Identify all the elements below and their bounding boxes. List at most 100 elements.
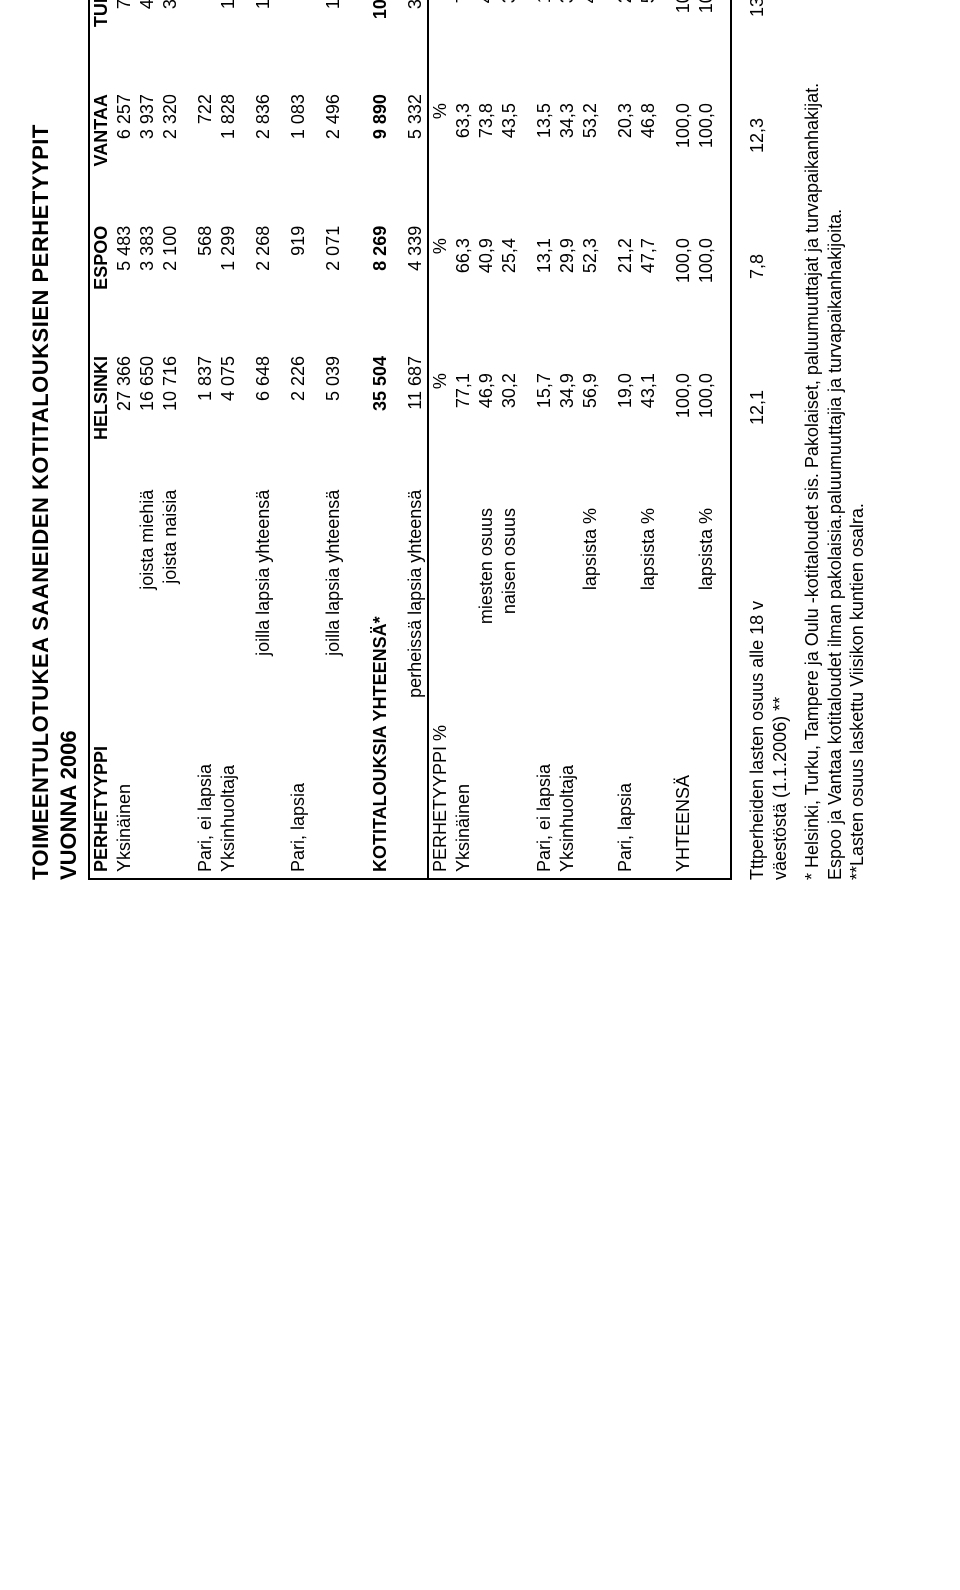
cell-value: 21,2 (614, 232, 637, 367)
city-hdr: VANTAA (90, 88, 113, 220)
pct-unit: % (428, 232, 452, 367)
abs-total: 10 348 (369, 0, 392, 88)
pct-unit: % (428, 367, 452, 502)
cell-value: 49,3 (579, 0, 602, 97)
cell-value: 1 228 (217, 0, 240, 88)
row-sublabel: lapsista % (695, 502, 718, 698)
abs-lapsia: 4 339 (404, 220, 427, 350)
cell-value: 56,9 (579, 367, 602, 502)
cell-value: 722 (194, 88, 217, 220)
cell-value: 100,0 (695, 0, 718, 97)
pop-val: 12,3 (746, 112, 791, 248)
cell-value: 3 181 (159, 0, 182, 88)
cell-value: 2 496 (322, 88, 345, 220)
row-label (637, 698, 660, 878)
cell-value: 5 483 (113, 220, 136, 350)
cell-value: 644 (194, 0, 217, 88)
row-sublabel: naisen osuus (498, 502, 521, 698)
cell-value: 4 373 (136, 0, 159, 88)
footnotes: Tttperheiden lasten osuus alle 18 v väes… (746, 0, 869, 880)
page-title: TOIMEENTULOTUKEA SAANEIDEN KOTITALOUKSIE… (28, 0, 54, 880)
cell-value: 46,9 (475, 367, 498, 502)
cell-value: 73,0 (452, 0, 475, 97)
cell-value: 2 268 (252, 220, 275, 350)
cell-value: 42,3 (475, 0, 498, 97)
row-label (498, 698, 521, 878)
cell-value: 922 (287, 0, 310, 88)
row-sublabel: miesten osuus (475, 502, 498, 698)
pop-val: 12,1 (746, 384, 791, 520)
row-sublabel (287, 484, 310, 704)
cell-value: 43,5 (498, 97, 521, 232)
abs-total: 35 504 (369, 350, 392, 484)
cell-value: 4 075 (217, 350, 240, 484)
cell-value: 7 554 (113, 0, 136, 88)
cell-value: 25,4 (498, 232, 521, 367)
cell-value: 568 (194, 220, 217, 350)
row-sublabel (556, 502, 579, 698)
pct-unit: % (428, 97, 452, 232)
cell-value: 27 366 (113, 350, 136, 484)
row-label: Yksinhuoltaja (556, 698, 579, 878)
cell-value: 2 100 (159, 220, 182, 350)
row-label (475, 698, 498, 878)
abs-lapsia-label: perheissä lapsia yhteensä (404, 484, 427, 704)
row-sublabel (614, 502, 637, 698)
row-label (252, 704, 275, 878)
cell-value: 47,7 (637, 232, 660, 367)
cell-value: 13,5 (533, 97, 556, 232)
cell-value: 100,0 (695, 232, 718, 367)
cell-value: 10 716 (159, 350, 182, 484)
row-label (136, 704, 159, 878)
cell-value: 1 828 (217, 88, 240, 220)
cell-value: 1 299 (217, 220, 240, 350)
cell-value: 34,9 (556, 367, 579, 502)
cell-value: 100,0 (672, 97, 695, 232)
abs-total: 9 890 (369, 88, 392, 220)
abs-table: PERHETYYPPI HELSINKI ESPOO VANTAA TURKU … (90, 0, 427, 878)
cell-value: 53,2 (579, 97, 602, 232)
pct-table: PERHETYYPPI % % % % % % % % Yksinäinen77… (427, 0, 730, 878)
cell-value: 16 650 (136, 350, 159, 484)
abs-total: 8 269 (369, 220, 392, 350)
row-label (695, 698, 718, 878)
row-sublabel (194, 484, 217, 704)
row-sublabel: joilla lapsia yhteensä (322, 484, 345, 704)
cell-value: 73,8 (475, 97, 498, 232)
row-sublabel (533, 502, 556, 698)
row-label: Pari, lapsia (614, 698, 637, 878)
cell-value: 30,7 (498, 0, 521, 97)
cell-value: 100,0 (695, 367, 718, 502)
footnote-line: * Helsinki, Turku, Tampere ja Oulu -koti… (801, 0, 824, 880)
abs-lapsia: 11 687 (404, 350, 427, 484)
row-label: Pari, lapsia (287, 704, 310, 878)
row-label: Pari, ei lapsia (533, 698, 556, 878)
row-label: YHTEENSÄ (672, 698, 695, 878)
cell-value: 15,7 (533, 367, 556, 502)
cell-value: 1 083 (287, 88, 310, 220)
row-sublabel: joista naisia (159, 484, 182, 704)
pct-unit: % (428, 0, 452, 97)
cell-value: 2 320 (159, 88, 182, 220)
cell-value: 63,3 (452, 97, 475, 232)
cell-value: 46,8 (637, 97, 660, 232)
row-sublabel: lapsista % (637, 502, 660, 698)
cell-value: 43,1 (637, 367, 660, 502)
cell-value: 34,3 (556, 97, 579, 232)
cell-value: 1 837 (194, 350, 217, 484)
cell-value: 6 257 (113, 88, 136, 220)
cell-value: 13,1 (533, 232, 556, 367)
row-sublabel (113, 484, 136, 704)
data-tables: PERHETYYPPI HELSINKI ESPOO VANTAA TURKU … (88, 0, 732, 880)
pop-val: 13,6 (746, 0, 791, 112)
cell-value: 23,4 (614, 0, 637, 97)
row-label: Yksinhuoltaja (217, 704, 240, 878)
row-label (322, 704, 345, 878)
page-subtitle: VUONNA 2006 (56, 0, 82, 880)
footnote-line: **Lasten osuus laskettu Viisikon kuntien… (846, 0, 869, 880)
cell-value: 66,3 (452, 232, 475, 367)
footnote-line: Espoo ja Vantaa kotitaloudet ilman pakol… (824, 0, 847, 880)
cell-value: 919 (287, 220, 310, 350)
row-label: Yksinäinen (452, 698, 475, 878)
row-label (579, 698, 602, 878)
